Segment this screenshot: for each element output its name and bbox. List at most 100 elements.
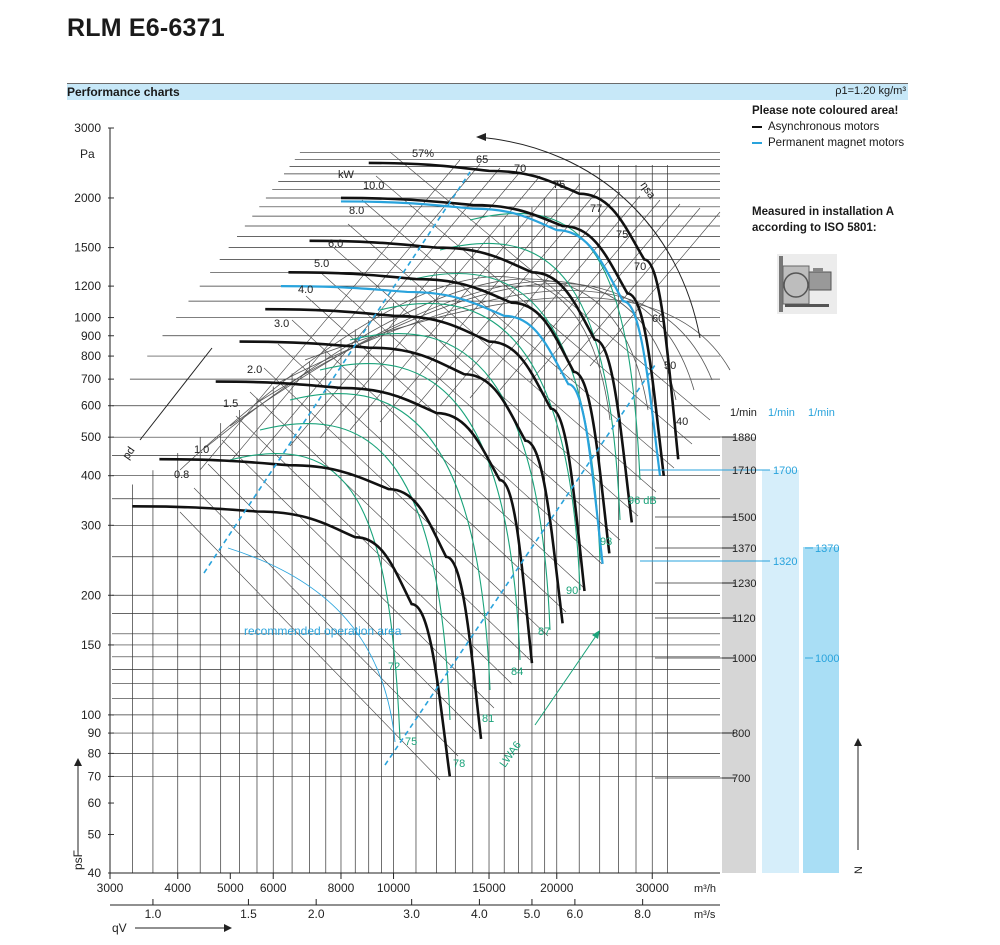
sound-curve — [289, 392, 491, 691]
y-tick-label: 300 — [81, 518, 101, 532]
sound-label: 93 — [600, 536, 612, 548]
fan-curves — [132, 161, 680, 777]
sound-curve — [259, 422, 451, 721]
speed-bar-async — [722, 437, 756, 873]
sound-axis-label: LWA6 — [498, 739, 524, 769]
y-tick-label: 80 — [88, 746, 102, 760]
chart-labels: 3000 2000 1500 1200 1000 900 800 700 600 500 400 30… — [71, 121, 865, 935]
efficiency-label: 70 — [634, 261, 646, 273]
x-tick-label-top: 3000 — [97, 881, 124, 895]
x-gridlines — [132, 165, 668, 873]
y-tick-label: 40 — [88, 866, 102, 880]
fan-curve-1120 — [239, 340, 564, 624]
y-tick-label: 1200 — [74, 279, 101, 293]
fan-curve-1230 — [265, 307, 586, 592]
power-gridline — [559, 207, 701, 375]
speed-label-pm1: 1700 — [773, 465, 797, 477]
y-tick-label: 3000 — [74, 121, 101, 135]
x-tick-label-bottom: 4.0 — [471, 907, 488, 921]
fan-curve-700 — [132, 504, 452, 777]
power-label: 1.5 — [223, 398, 238, 410]
speed-label-async: 800 — [732, 728, 750, 740]
sound-curve — [229, 452, 401, 741]
y-tick-label: 800 — [81, 349, 101, 363]
efficiency-label: 57% — [412, 148, 434, 160]
y-tick-label: 600 — [81, 399, 101, 413]
x-tick-label-top: 10000 — [377, 881, 411, 895]
sound-label: 75 — [405, 736, 417, 748]
power-unit-label: kW — [338, 169, 355, 181]
x-tick-label-top: 4000 — [164, 881, 191, 895]
speed-label-async: 1880 — [732, 432, 756, 444]
pressure-arrow — [139, 347, 213, 441]
legend-swatch-async — [752, 126, 762, 128]
installation-note-line1: Measured in installation A — [752, 206, 895, 218]
speed-header-pm1: 1/min — [768, 407, 795, 419]
operation-area-left — [203, 171, 471, 574]
pressure-gridline — [319, 271, 621, 541]
efficiency-label: 77 — [590, 203, 602, 215]
pressure-gridline — [249, 391, 531, 661]
y-tick-label: 150 — [81, 638, 101, 652]
sound-label: 90 — [566, 585, 578, 597]
power-label: 2.0 — [247, 364, 262, 376]
sound-curve — [319, 362, 521, 661]
efficiency-label: 65 — [476, 154, 488, 166]
fan-curve-1710 — [340, 196, 666, 476]
sound-label: 87 — [538, 626, 550, 638]
y-tick-label: 1500 — [74, 241, 101, 255]
speed-label-async: 1500 — [732, 512, 756, 524]
speed-bars — [722, 437, 839, 873]
speed-label-async: 1710 — [732, 465, 756, 477]
efficiency-label: 60 — [652, 313, 664, 325]
efficiency-arrow-head — [476, 133, 486, 141]
efficiency-label: 40 — [676, 416, 688, 428]
efficiency-curve — [229, 280, 677, 427]
section-header: Performance charts ρ1=1.20 kg/m³ — [67, 83, 908, 100]
speed-label-async: 1230 — [732, 578, 756, 590]
pressure-gridline — [263, 367, 549, 637]
power-label: 10.0 — [363, 180, 384, 192]
sound-curve — [379, 302, 581, 591]
sound-curve — [349, 332, 551, 631]
installation-diagram-icon — [777, 254, 837, 314]
power-label: 1.0 — [194, 444, 209, 456]
legend-swatch-pm — [752, 142, 762, 144]
speed-label-pm2: 1370 — [815, 543, 839, 555]
power-label: 5.0 — [314, 258, 329, 270]
power-label: 3.0 — [274, 318, 289, 330]
efficiency-label: 50 — [664, 360, 676, 372]
x-tick-label-bottom: 6.0 — [567, 907, 584, 921]
axes — [74, 127, 862, 932]
y-tick-label: 70 — [88, 769, 102, 783]
y-tick-label: 60 — [88, 796, 102, 810]
x-tick-label-bottom: 8.0 — [634, 907, 651, 921]
speed-label-pm2: 1000 — [815, 653, 839, 665]
sound-label: 84 — [511, 666, 523, 678]
x-tick-label-bottom: 5.0 — [524, 907, 541, 921]
sound-arrow-head — [592, 630, 600, 639]
speed-header-pm2: 1/min — [808, 407, 835, 419]
fan-curve-1320 — [280, 285, 604, 564]
pressure-gridline — [347, 223, 657, 493]
speed-label-pm1: 1320 — [773, 556, 797, 568]
speed-label-async: 1120 — [732, 613, 756, 625]
fan-curve-1700 — [340, 200, 662, 476]
efficiency-curve — [279, 290, 713, 383]
x-tick-label-top: 15000 — [472, 881, 506, 895]
x-unit-bottom: m³/s — [694, 909, 716, 921]
n-axis-arrow-head — [854, 738, 862, 746]
page-title: RLM E6-6371 — [67, 14, 225, 42]
power-gridline — [589, 211, 721, 367]
power-gridline — [469, 195, 641, 399]
sound-arrow — [534, 632, 599, 726]
sound-label: 78 — [453, 758, 465, 770]
speed-bar-pm2 — [803, 547, 839, 873]
speed-label-async: 1370 — [732, 543, 756, 555]
pressure-gridline — [207, 463, 477, 733]
n-axis-label: N — [853, 866, 865, 874]
x-tick-label-bottom: 3.0 — [403, 907, 420, 921]
legend-note: Please note coloured area! — [752, 105, 899, 117]
power-label: 6.0 — [328, 238, 343, 250]
power-label: 8.0 — [349, 205, 364, 217]
